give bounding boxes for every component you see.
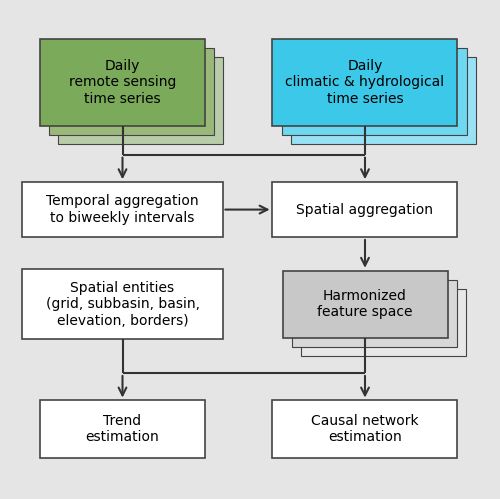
Bar xyxy=(282,270,448,338)
Bar xyxy=(22,269,222,339)
Text: Daily
remote sensing
time series: Daily remote sensing time series xyxy=(69,59,176,105)
Bar xyxy=(49,48,214,135)
Bar xyxy=(40,400,205,458)
Text: Spatial aggregation: Spatial aggregation xyxy=(296,203,434,217)
Text: Spatial entities
(grid, subbasin, basin,
elevation, borders): Spatial entities (grid, subbasin, basin,… xyxy=(46,281,200,327)
Bar xyxy=(300,288,466,356)
Bar xyxy=(40,39,205,126)
Text: Causal network
estimation: Causal network estimation xyxy=(311,414,419,444)
Bar xyxy=(292,279,456,347)
Bar xyxy=(282,48,467,135)
Text: Temporal aggregation
to biweekly intervals: Temporal aggregation to biweekly interva… xyxy=(46,195,199,225)
Text: Harmonized
feature space: Harmonized feature space xyxy=(318,289,413,319)
Bar xyxy=(22,182,222,237)
Bar xyxy=(58,57,223,144)
Bar xyxy=(272,400,458,458)
Bar xyxy=(272,182,458,237)
Bar xyxy=(272,39,458,126)
Bar xyxy=(290,57,476,144)
Text: Daily
climatic & hydrological
time series: Daily climatic & hydrological time serie… xyxy=(286,59,444,105)
Text: Trend
estimation: Trend estimation xyxy=(86,414,160,444)
